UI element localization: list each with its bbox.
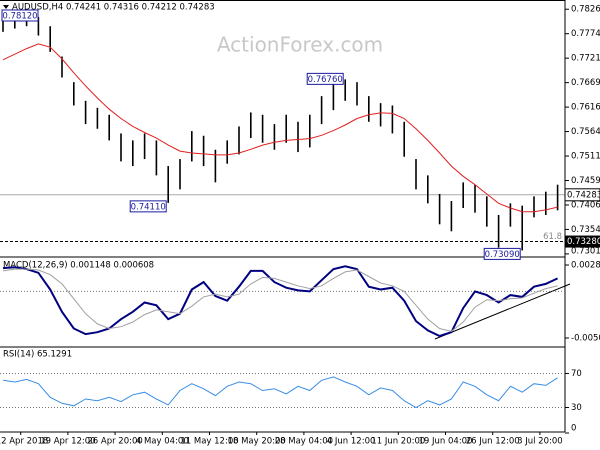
price-annotation-box [483,247,521,260]
x-tick-label: 11 May 12:00 [180,437,238,447]
price-annotation-box [1,9,39,22]
level-note: 61.8 [543,232,562,242]
price-annotation-box [129,200,167,213]
y-tick-label: 30 [571,403,582,413]
y-tick-label: 0.78265 [571,5,600,15]
x-tick-label: 11 Jun 20:00 [371,437,425,447]
x-tick-label: 4 Jun 12:00 [327,437,376,447]
x-tick-label: 4 May 04:00 [136,437,189,447]
price-annotation: 0.76760 [308,75,343,85]
x-tick-label: 12 Apr 2018 [0,437,48,447]
y-tick-label: 0.73015 [571,247,600,257]
menu-arrow [3,5,9,9]
price-annotation: 0.74110 [131,202,166,212]
indicator-line [2,265,559,338]
price-annotation: 0.73090 [485,250,520,260]
level-box [565,235,600,248]
trend-line [434,283,571,340]
price-annotation: 0.78120 [2,11,37,21]
x-tick-label: 28 May 04:00 [275,437,333,447]
indicator-line [2,376,558,409]
x-tick-label: 18 May 20:00 [228,437,286,447]
y-tick-label: 0.002839 [571,261,600,271]
y-tick-label: 0.77215 [571,54,600,64]
level-label: 0.73280 [567,237,600,247]
y-tick-label: 0.75115 [571,152,600,162]
x-tick-label: 26 Jun 12:00 [466,437,520,447]
watermark: ActionForex.com [217,33,383,57]
y-tick-label: 0 [571,424,576,434]
x-tick-label: 19 Jun 04:00 [419,437,473,447]
y-tick-label: 0.74065 [571,200,600,210]
rsi-title: RSI(14) 65.1291 [3,350,72,360]
chart-title: AUDUSD,H4 0.74241 0.74316 0.74212 0.7428… [12,3,215,13]
last-price-box [564,188,600,202]
last-price-label: 0.74283 [567,190,600,200]
y-tick-label: 70 [571,369,582,379]
price-annotation-box [306,72,344,85]
x-tick-label: 26 Apr 20:00 [87,437,142,447]
x-tick-label: 19 Apr 12:00 [40,437,95,447]
moving-average [2,43,558,213]
y-tick-label: 0.76165 [571,103,600,113]
y-tick-label: -0.005021 [571,334,600,344]
x-tick-label: 3 Jul 20:00 [517,437,563,447]
macd-title: MACD(12,26,9) 0.001148 0.000608 [3,261,154,271]
indicator-line [2,268,558,332]
